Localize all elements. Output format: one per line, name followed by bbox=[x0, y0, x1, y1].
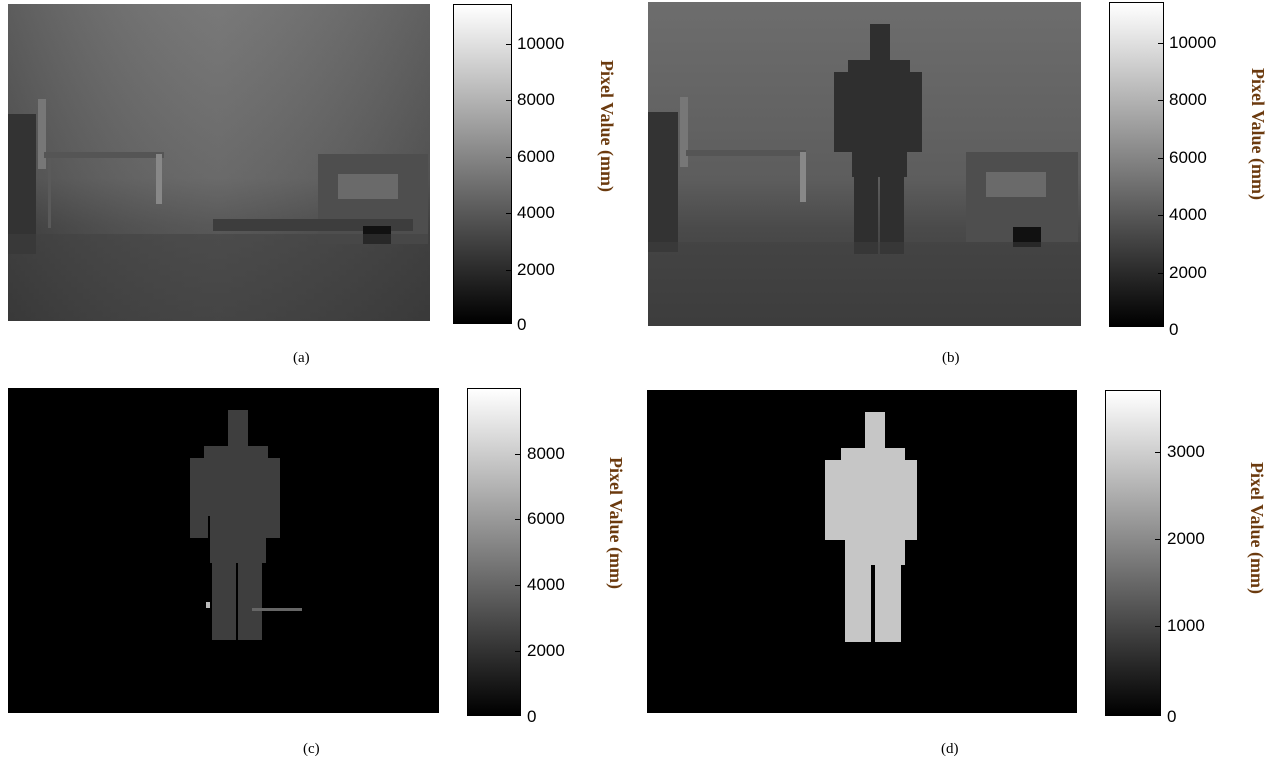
caption-b: (b) bbox=[942, 350, 960, 366]
depth-image-a bbox=[8, 4, 430, 321]
colorbar-label-c: Pixel Value (mm) bbox=[606, 457, 626, 589]
colorbar-tick: 6000 bbox=[527, 509, 565, 528]
colorbar-tick: 1000 bbox=[1167, 616, 1205, 635]
colorbar-tick: 10000 bbox=[517, 34, 565, 53]
colorbar-tick: 2000 bbox=[517, 260, 555, 279]
colorbar-b bbox=[1109, 2, 1164, 327]
caption-a: (a) bbox=[293, 350, 310, 366]
colorbar-tick: 2000 bbox=[527, 641, 565, 660]
colorbar-tick: 0 bbox=[517, 315, 527, 334]
colorbar-tick: 6000 bbox=[517, 147, 555, 166]
colorbar-c bbox=[467, 388, 521, 716]
colorbar-tick: 10000 bbox=[1169, 33, 1217, 52]
colorbar-tick: 0 bbox=[527, 707, 537, 726]
caption-d: (d) bbox=[941, 741, 959, 757]
colorbar-tick: 8000 bbox=[527, 444, 565, 463]
depth-image-d bbox=[647, 390, 1077, 713]
caption-c: (c) bbox=[303, 741, 320, 757]
colorbar-label-d: Pixel Value (mm) bbox=[1247, 462, 1267, 594]
colorbar-tick: 4000 bbox=[527, 575, 565, 594]
colorbar-tick: 3000 bbox=[1167, 442, 1205, 461]
colorbar-label-a: Pixel Value (mm) bbox=[597, 60, 617, 192]
colorbar-tick: 8000 bbox=[517, 90, 555, 109]
colorbar-a bbox=[453, 4, 512, 324]
colorbar-tick: 2000 bbox=[1167, 529, 1205, 548]
colorbar-tick: 8000 bbox=[1169, 90, 1207, 109]
colorbar-tick: 4000 bbox=[517, 203, 555, 222]
colorbar-tick: 0 bbox=[1169, 320, 1179, 339]
colorbar-tick: 4000 bbox=[1169, 205, 1207, 224]
colorbar-d bbox=[1105, 390, 1161, 716]
colorbar-tick: 6000 bbox=[1169, 148, 1207, 167]
depth-image-b bbox=[648, 2, 1081, 326]
depth-image-c bbox=[8, 388, 439, 713]
colorbar-label-b: Pixel Value (mm) bbox=[1248, 68, 1268, 200]
colorbar-tick: 2000 bbox=[1169, 263, 1207, 282]
colorbar-tick: 0 bbox=[1167, 707, 1177, 726]
